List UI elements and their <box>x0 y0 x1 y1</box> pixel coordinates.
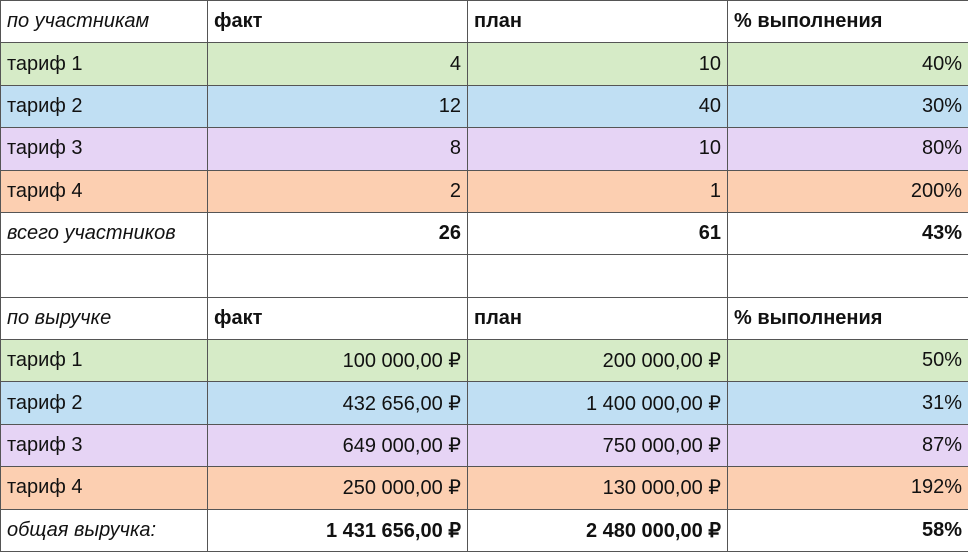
header-cell: по участникам <box>1 1 208 44</box>
data-cell: 750 000,00 ₽ <box>468 424 728 468</box>
data-cell: 50% <box>728 340 968 383</box>
data-cell: 100 000,00 ₽ <box>208 340 468 383</box>
data-cell: 40% <box>728 43 968 86</box>
data-cell: 8 <box>208 128 468 171</box>
data-cell: 2 <box>208 170 468 213</box>
data-cell: тариф 3 <box>1 128 208 171</box>
data-cell: 12 <box>208 85 468 129</box>
total-cell: 58% <box>728 510 968 552</box>
data-cell: тариф 2 <box>1 382 208 425</box>
data-cell: тариф 4 <box>1 467 208 510</box>
header-cell: % выполнения <box>728 298 968 341</box>
data-cell: 192% <box>728 467 968 510</box>
empty-cell <box>1 255 208 298</box>
empty-cell <box>468 255 728 298</box>
total-cell: 26 <box>208 212 468 256</box>
header-cell: факт <box>208 297 468 341</box>
data-cell: 4 <box>208 43 468 86</box>
data-cell: 649 000,00 ₽ <box>208 424 468 468</box>
data-cell: тариф 1 <box>1 340 208 383</box>
data-cell: 1 400 000,00 ₽ <box>468 382 728 425</box>
data-cell: тариф 3 <box>1 424 208 468</box>
data-cell: 10 <box>468 128 728 171</box>
header-cell: % выполнения <box>728 1 968 44</box>
data-cell: 40 <box>468 85 728 129</box>
data-cell: 200 000,00 ₽ <box>468 340 728 383</box>
data-cell: 80% <box>728 128 968 171</box>
total-cell: 2 480 000,00 ₽ <box>468 509 728 552</box>
total-cell: общая выручка: <box>1 509 208 552</box>
empty-cell <box>208 255 468 298</box>
data-cell: 1 <box>468 170 728 213</box>
data-cell: 432 656,00 ₽ <box>208 382 468 425</box>
header-cell: по выручке <box>1 297 208 341</box>
total-cell: всего участников <box>1 212 208 256</box>
data-cell: тариф 1 <box>1 43 208 86</box>
total-cell: 61 <box>468 212 728 256</box>
data-cell: 130 000,00 ₽ <box>468 467 728 510</box>
empty-cell <box>728 255 968 298</box>
total-cell: 1 431 656,00 ₽ <box>208 509 468 552</box>
data-cell: 87% <box>728 424 968 468</box>
header-cell: факт <box>208 1 468 44</box>
header-cell: план <box>468 297 728 341</box>
data-cell: 200% <box>728 170 968 213</box>
data-cell: 30% <box>728 85 968 129</box>
data-cell: 31% <box>728 382 968 425</box>
data-cell: 10 <box>468 43 728 86</box>
data-cell: тариф 2 <box>1 85 208 129</box>
data-cell: 250 000,00 ₽ <box>208 467 468 510</box>
data-cell: тариф 4 <box>1 170 208 213</box>
total-cell: 43% <box>728 213 968 256</box>
header-cell: план <box>468 1 728 44</box>
